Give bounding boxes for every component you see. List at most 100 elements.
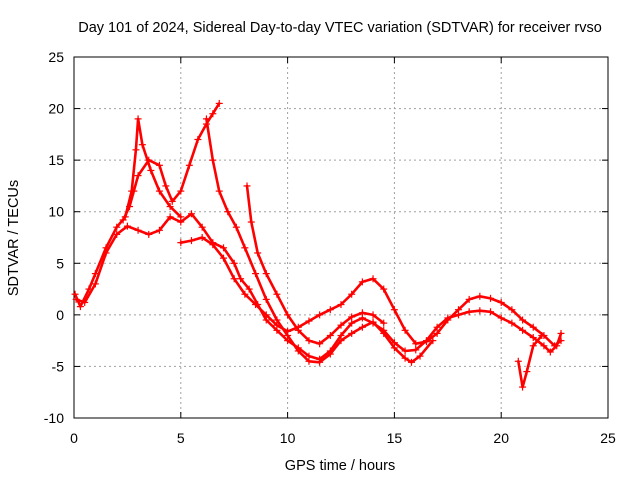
data-point	[416, 352, 424, 360]
data-point	[523, 368, 531, 376]
data-point	[134, 172, 142, 180]
data-point	[529, 334, 537, 342]
data-point	[557, 337, 565, 345]
data-point	[155, 187, 163, 195]
data-point	[454, 306, 462, 314]
data-point	[476, 307, 484, 315]
data-point	[155, 161, 163, 169]
data-point	[529, 323, 537, 331]
data-point	[72, 295, 80, 303]
data-point	[71, 290, 79, 298]
data-point	[465, 295, 473, 303]
data-point	[390, 344, 398, 352]
data-point	[76, 303, 84, 311]
data-point	[241, 290, 249, 298]
x-tick-label: 0	[70, 430, 78, 446]
data-point	[194, 136, 202, 144]
data-point	[224, 208, 232, 216]
y-tick-label: -5	[52, 358, 65, 374]
data-point	[187, 210, 195, 218]
data-point	[508, 319, 516, 327]
data-point	[155, 226, 163, 234]
data-point	[348, 329, 356, 337]
data-point	[358, 309, 366, 317]
data-point	[198, 234, 206, 241]
data-point	[126, 203, 134, 211]
series-satellite-track-3	[119, 99, 223, 224]
x-tick-label: 25	[600, 430, 616, 446]
data-point	[119, 216, 127, 224]
x-tick-label: 10	[280, 430, 296, 446]
data-point	[540, 342, 548, 350]
data-point	[380, 329, 388, 337]
data-point	[401, 347, 409, 355]
data-point	[551, 342, 559, 350]
data-point	[369, 311, 377, 319]
data-point	[177, 187, 185, 195]
data-point	[284, 331, 292, 339]
series-line	[205, 117, 435, 364]
data-point	[316, 358, 324, 366]
data-point	[519, 326, 527, 334]
data-point	[529, 342, 537, 350]
x-tick-label: 5	[177, 430, 185, 446]
data-point	[130, 187, 138, 195]
data-point	[380, 285, 388, 293]
data-point	[147, 166, 155, 174]
data-point	[91, 280, 99, 288]
data-point	[305, 357, 313, 365]
data-point	[134, 226, 142, 234]
data-point	[209, 156, 217, 164]
data-point	[209, 110, 217, 118]
data-point	[326, 350, 334, 358]
data-point	[497, 298, 505, 306]
data-point	[538, 331, 546, 339]
data-point	[166, 203, 174, 211]
data-point	[254, 249, 262, 257]
y-tick-label: 20	[48, 101, 64, 117]
data-point	[202, 115, 210, 123]
data-point	[348, 313, 356, 321]
data-point	[546, 348, 554, 356]
data-point	[294, 347, 302, 355]
y-tick-label: 25	[48, 49, 64, 65]
data-point	[326, 331, 334, 339]
data-point	[487, 294, 495, 302]
data-point	[162, 182, 170, 190]
data-point	[369, 275, 377, 283]
data-point	[273, 316, 281, 324]
data-point	[102, 249, 110, 257]
chart-title: Day 101 of 2024, Sidereal Day-to-day VTE…	[78, 20, 602, 36]
series-satellite-track-4	[177, 234, 565, 350]
data-point	[316, 340, 324, 348]
data-point	[337, 337, 345, 345]
data-point	[412, 340, 420, 348]
data-point	[294, 326, 302, 334]
data-point	[476, 292, 484, 300]
data-point	[252, 301, 260, 309]
data-point	[422, 338, 430, 346]
data-point	[380, 319, 388, 327]
data-point	[444, 316, 452, 324]
data-point	[113, 230, 121, 238]
data-point	[138, 141, 146, 149]
data-point	[519, 383, 527, 391]
data-point	[369, 318, 377, 326]
y-tick-label: 5	[56, 255, 64, 271]
series-satellite-track-5	[202, 115, 437, 366]
data-point	[168, 197, 176, 205]
data-point	[337, 301, 345, 309]
series-satellite-track-6	[243, 182, 388, 348]
data-point	[245, 285, 253, 293]
data-point	[358, 323, 366, 331]
data-point	[412, 346, 420, 354]
data-point	[407, 358, 415, 366]
data-point	[177, 239, 185, 247]
plot-frame	[73, 56, 609, 419]
data-point	[401, 354, 409, 362]
data-point	[247, 218, 255, 226]
y-tick-label: 0	[56, 307, 64, 323]
data-point	[284, 311, 292, 319]
data-point	[305, 337, 313, 345]
data-point	[252, 270, 260, 278]
